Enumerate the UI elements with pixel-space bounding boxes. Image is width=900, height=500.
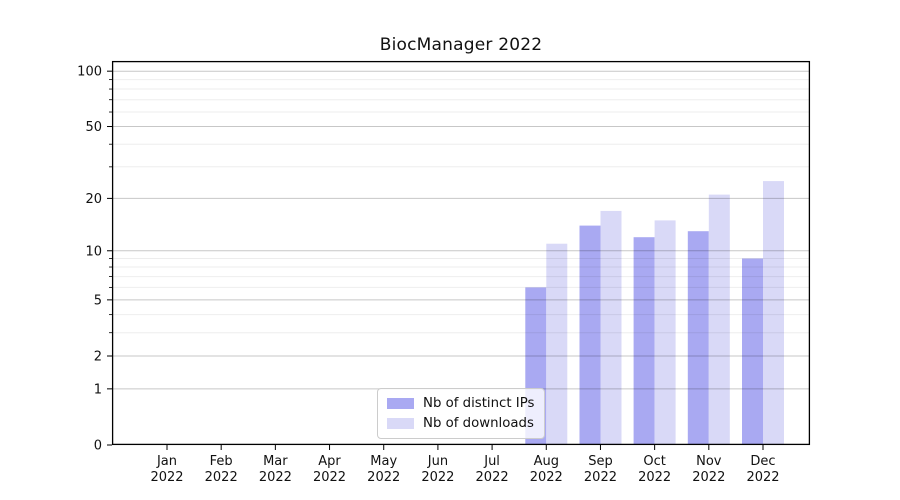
bar-downloads-aug xyxy=(546,243,568,445)
plot-area: 0 1 2 5 10 20 50 100 Jan 2022 Feb 2022 Mar 2022 Apr 202… xyxy=(77,60,811,485)
x-tick-label: Jul 2022 xyxy=(476,454,509,485)
legend-item-distinct-ips: Nb of distinct IPs xyxy=(387,396,535,411)
x-tick-label: Jun 2022 xyxy=(421,454,454,485)
bar-ips-oct xyxy=(633,237,655,445)
bar-downloads-dec xyxy=(763,181,784,445)
x-tick-label: Nov 2022 xyxy=(692,454,725,485)
x-tick-label: May 2022 xyxy=(367,454,400,485)
legend-swatch-distinct-ips xyxy=(387,398,414,409)
x-tick-label: Dec 2022 xyxy=(746,454,779,485)
y-tick-label: 10 xyxy=(85,244,102,259)
x-tick-label: Apr 2022 xyxy=(313,454,346,485)
legend-item-downloads: Nb of downloads xyxy=(387,416,535,431)
x-tick-label: Sep 2022 xyxy=(584,454,617,485)
x-tick-label: Oct 2022 xyxy=(638,454,671,485)
y-tick-label: 50 xyxy=(85,120,102,135)
legend-label-downloads: Nb of downloads xyxy=(423,416,534,431)
legend: Nb of distinct IPs Nb of downloads xyxy=(377,388,545,439)
x-tick-label: Jan 2022 xyxy=(150,454,183,485)
bar-downloads-nov xyxy=(708,194,730,445)
axes-border xyxy=(111,60,811,446)
chart-title: BiocManager 2022 xyxy=(379,35,543,55)
x-tick-label: Aug 2022 xyxy=(530,454,563,485)
bar-downloads-sep xyxy=(600,210,622,445)
y-tick-label: 0 xyxy=(94,439,102,454)
y-tick-label: 20 xyxy=(85,192,102,207)
y-tick-label: 5 xyxy=(94,293,102,308)
bar-downloads-oct xyxy=(654,220,676,445)
bar-ips-nov xyxy=(687,231,709,445)
bar-ips-sep xyxy=(579,225,601,445)
x-tick-label: Mar 2022 xyxy=(259,454,292,485)
y-tick-label: 2 xyxy=(94,350,102,365)
legend-swatch-downloads xyxy=(387,418,414,429)
legend-label-distinct-ips: Nb of distinct IPs xyxy=(423,396,535,411)
y-tick-label: 100 xyxy=(77,65,102,80)
bar-ips-dec xyxy=(742,258,763,445)
x-tick-label: Feb 2022 xyxy=(205,454,238,485)
y-tick-label: 1 xyxy=(94,382,102,397)
